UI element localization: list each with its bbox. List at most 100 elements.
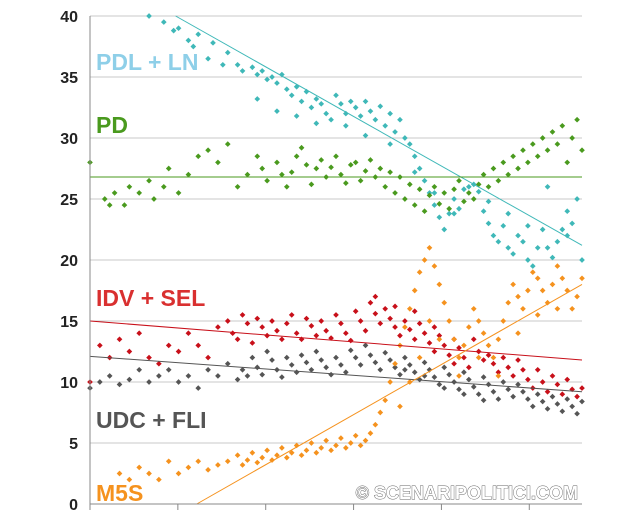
data-point: [387, 141, 393, 147]
data-point: [470, 196, 477, 202]
data-point: [461, 186, 467, 193]
data-point: [343, 445, 349, 451]
data-point: [195, 385, 202, 391]
data-point: [436, 332, 443, 339]
data-point: [525, 257, 531, 263]
data-point: [357, 318, 364, 324]
data-point: [372, 421, 379, 428]
data-point: [347, 98, 354, 105]
data-point: [485, 198, 492, 205]
data-point: [451, 360, 457, 367]
data-point: [525, 376, 531, 383]
data-point: [470, 384, 477, 390]
data-point: [574, 393, 580, 400]
data-point: [303, 315, 310, 322]
data-point: [421, 208, 428, 215]
data-point: [283, 86, 290, 93]
y-tick-label: 25: [60, 192, 78, 209]
data-point: [446, 371, 452, 378]
data-point: [205, 467, 211, 473]
data-point: [126, 476, 133, 483]
data-point: [480, 208, 487, 215]
data-point: [239, 68, 246, 74]
data-point: [485, 352, 492, 358]
data-point: [195, 458, 202, 465]
data-point: [426, 340, 433, 346]
data-point: [495, 396, 502, 402]
data-point: [254, 153, 261, 160]
data-point: [323, 327, 329, 334]
data-point: [328, 164, 334, 171]
data-point: [264, 447, 270, 454]
data-point: [534, 366, 541, 373]
data-point: [234, 452, 241, 459]
data-point: [318, 357, 325, 363]
data-point: [249, 449, 256, 456]
data-point: [397, 332, 403, 339]
data-point: [510, 251, 516, 257]
data-point: [328, 335, 334, 341]
data-point: [254, 71, 261, 78]
data-point: [377, 366, 384, 373]
data-point: [126, 348, 133, 355]
data-point: [234, 336, 241, 343]
y-tick-label: 30: [60, 131, 78, 148]
data-point: [136, 366, 143, 373]
data-point: [461, 369, 467, 376]
data-point: [515, 232, 521, 239]
data-point: [411, 287, 418, 294]
data-point: [431, 183, 438, 190]
data-point: [367, 430, 374, 437]
data-point: [318, 318, 325, 324]
trend-line: [196, 283, 583, 505]
data-point: [406, 362, 413, 368]
data-point: [505, 299, 512, 306]
data-point: [239, 462, 246, 468]
data-point: [431, 374, 438, 380]
data-point: [264, 332, 270, 339]
data-point: [534, 275, 541, 282]
data-point: [397, 116, 403, 123]
data-point: [347, 162, 354, 168]
data-point: [411, 169, 418, 175]
data-point: [525, 159, 531, 166]
data-point: [392, 324, 398, 330]
data-point: [121, 202, 128, 208]
data-point: [185, 373, 192, 379]
data-point: [549, 281, 556, 288]
data-point: [397, 371, 403, 378]
data-point: [451, 196, 457, 202]
data-point: [402, 354, 408, 361]
data-point: [529, 263, 536, 269]
data-point: [352, 159, 359, 166]
data-point: [338, 101, 344, 107]
data-point: [515, 330, 521, 337]
data-point: [274, 159, 280, 166]
data-point: [146, 177, 152, 184]
data-point: [185, 171, 192, 178]
data-point: [151, 196, 157, 202]
data-point: [500, 223, 507, 229]
data-point: [298, 144, 305, 151]
data-point: [480, 374, 487, 380]
data-point: [441, 364, 448, 371]
data-point: [515, 165, 521, 172]
data-point: [416, 354, 423, 361]
data-point: [338, 362, 344, 368]
data-point: [160, 183, 167, 190]
data-point: [333, 153, 339, 160]
trend-line: [175, 15, 583, 246]
data-point: [505, 244, 512, 251]
data-point: [402, 196, 408, 202]
data-point: [544, 244, 551, 251]
data-point: [456, 386, 462, 393]
data-point: [554, 305, 561, 312]
data-point: [402, 324, 408, 330]
data-point: [392, 360, 398, 367]
data-point: [254, 96, 261, 102]
y-tick-label: 35: [60, 70, 78, 87]
data-point: [362, 132, 369, 139]
data-point: [347, 347, 354, 354]
data-point: [549, 129, 556, 135]
